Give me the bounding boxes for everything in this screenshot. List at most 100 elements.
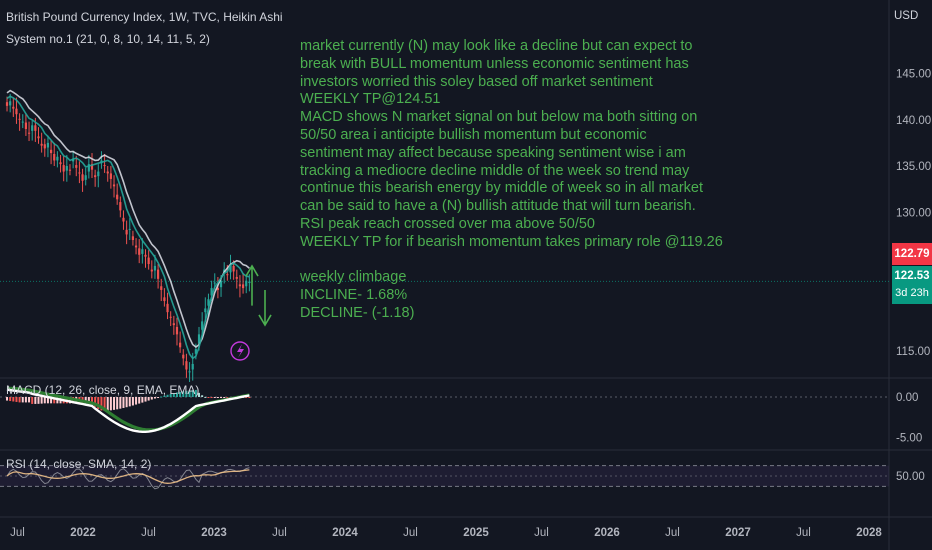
candle-body xyxy=(172,323,175,326)
candle-body xyxy=(235,277,238,279)
candle-body xyxy=(144,254,147,257)
candle-body xyxy=(43,144,46,149)
price-tick-label: 115.00 xyxy=(896,346,930,358)
candle-body xyxy=(138,248,141,255)
macd-histogram-bar xyxy=(103,397,106,412)
macd-histogram-bar xyxy=(163,395,166,397)
ma-slow-line xyxy=(6,89,250,348)
macd-histogram-bar xyxy=(198,392,201,397)
macd-histogram-bar xyxy=(87,397,90,404)
macd-histogram-bar xyxy=(147,397,150,401)
analysis-note: market currently (N) may look like a dec… xyxy=(300,38,723,323)
macd-histogram-bar xyxy=(245,397,248,398)
candle-body xyxy=(72,158,75,162)
candle-body xyxy=(68,169,72,171)
rsi-legend[interactable]: RSI (14, close, SMA, 14, 2) xyxy=(6,457,152,471)
macd-histogram-bar xyxy=(109,397,112,411)
macd-histogram-bar xyxy=(128,397,131,407)
macd-histogram-bar xyxy=(50,397,53,404)
candle-body xyxy=(163,297,166,302)
macd-histogram-bar xyxy=(90,397,93,404)
macd-histogram-bar xyxy=(210,397,213,398)
currency-label: USD xyxy=(894,10,919,22)
candle-body xyxy=(112,184,116,187)
up-arrow xyxy=(245,264,259,306)
candle-body xyxy=(62,165,65,172)
price-tick-label: 135.00 xyxy=(896,161,931,173)
note-line: sentiment may affect because speaking se… xyxy=(300,144,686,161)
candle-body xyxy=(207,299,210,306)
candle-body xyxy=(156,269,160,279)
macd-histogram-bar xyxy=(188,390,191,397)
macd-legend[interactable]: MACD (12, 26, close, 9, EMA, EMA) xyxy=(6,383,200,397)
candle-body xyxy=(84,175,87,180)
time-tick-label: Jul xyxy=(665,527,680,539)
macd-histogram-bar xyxy=(207,397,210,398)
macd-histogram-bar xyxy=(179,391,182,397)
candle-body xyxy=(213,282,216,284)
candle-body xyxy=(90,164,94,170)
macd-histogram-bar xyxy=(213,397,216,398)
candle-body xyxy=(119,202,122,211)
macd-histogram-bar xyxy=(46,397,49,404)
time-tick-label: Jul xyxy=(141,527,156,539)
candle-body xyxy=(191,363,194,370)
candle-body xyxy=(9,101,12,106)
macd-histogram-bar xyxy=(216,397,219,398)
time-tick-label: 2022 xyxy=(70,527,96,539)
candle-body xyxy=(125,229,128,235)
macd-histogram-bar xyxy=(166,394,169,397)
candle-body xyxy=(21,121,24,123)
time-tick-label: Jul xyxy=(796,527,811,539)
macd-histogram-bar xyxy=(94,397,97,407)
candle-body xyxy=(15,108,18,115)
macd-histogram-bar xyxy=(204,396,207,398)
candle-body xyxy=(122,217,125,222)
candle-body xyxy=(37,136,40,139)
candle-body xyxy=(87,164,90,172)
candle-body xyxy=(185,361,188,370)
macd-histogram-bar xyxy=(97,397,100,409)
note-line: investors worried this soley based off m… xyxy=(300,73,653,90)
macd-histogram-bar xyxy=(150,397,153,400)
countdown-timer: 3d 23h xyxy=(895,287,929,299)
lightning-icon xyxy=(230,341,250,361)
note-line: tracking a mediocre decline middle of th… xyxy=(300,162,690,179)
macd-histogram-bar xyxy=(100,397,103,411)
macd-histogram-bar xyxy=(131,397,134,406)
macd-histogram-bar xyxy=(138,397,141,404)
candle-body xyxy=(46,142,50,148)
macd-histogram-bar xyxy=(6,397,9,401)
rsi-band xyxy=(0,465,889,487)
candle-body xyxy=(204,308,207,313)
macd-histogram-bar xyxy=(201,395,204,397)
indicator-legend[interactable]: System no.1 (21, 0, 8, 10, 14, 11, 5, 2) xyxy=(6,32,210,46)
candle-body xyxy=(116,194,119,200)
candle-body xyxy=(210,288,213,296)
macd-line xyxy=(6,388,250,433)
candle-body xyxy=(56,156,59,161)
candle-body xyxy=(12,106,15,109)
note-line: break with BULL momentum unless economic… xyxy=(300,55,689,72)
candle-body xyxy=(226,274,229,276)
candle-body xyxy=(245,280,248,287)
candle-body xyxy=(169,316,172,318)
macd-histogram-bar xyxy=(191,390,194,397)
macd-histogram-bar xyxy=(194,389,197,397)
candle-body xyxy=(175,326,179,335)
candle-body xyxy=(232,265,235,272)
macd-histogram-bar xyxy=(125,397,128,408)
macd-histogram-bar xyxy=(53,397,56,404)
candle-body xyxy=(97,171,100,177)
candle-body xyxy=(106,171,109,174)
candle-body xyxy=(131,236,135,240)
macd-histogram-bar xyxy=(153,397,156,399)
time-tick-label: 2024 xyxy=(332,527,358,539)
ma-fast-line xyxy=(6,95,250,360)
candle-body xyxy=(5,102,9,106)
time-tick-label: Jul xyxy=(403,527,418,539)
candle-body xyxy=(128,228,131,230)
symbol-title[interactable]: British Pound Currency Index, 1W, TVC, H… xyxy=(6,10,283,24)
candle-body xyxy=(134,245,138,248)
